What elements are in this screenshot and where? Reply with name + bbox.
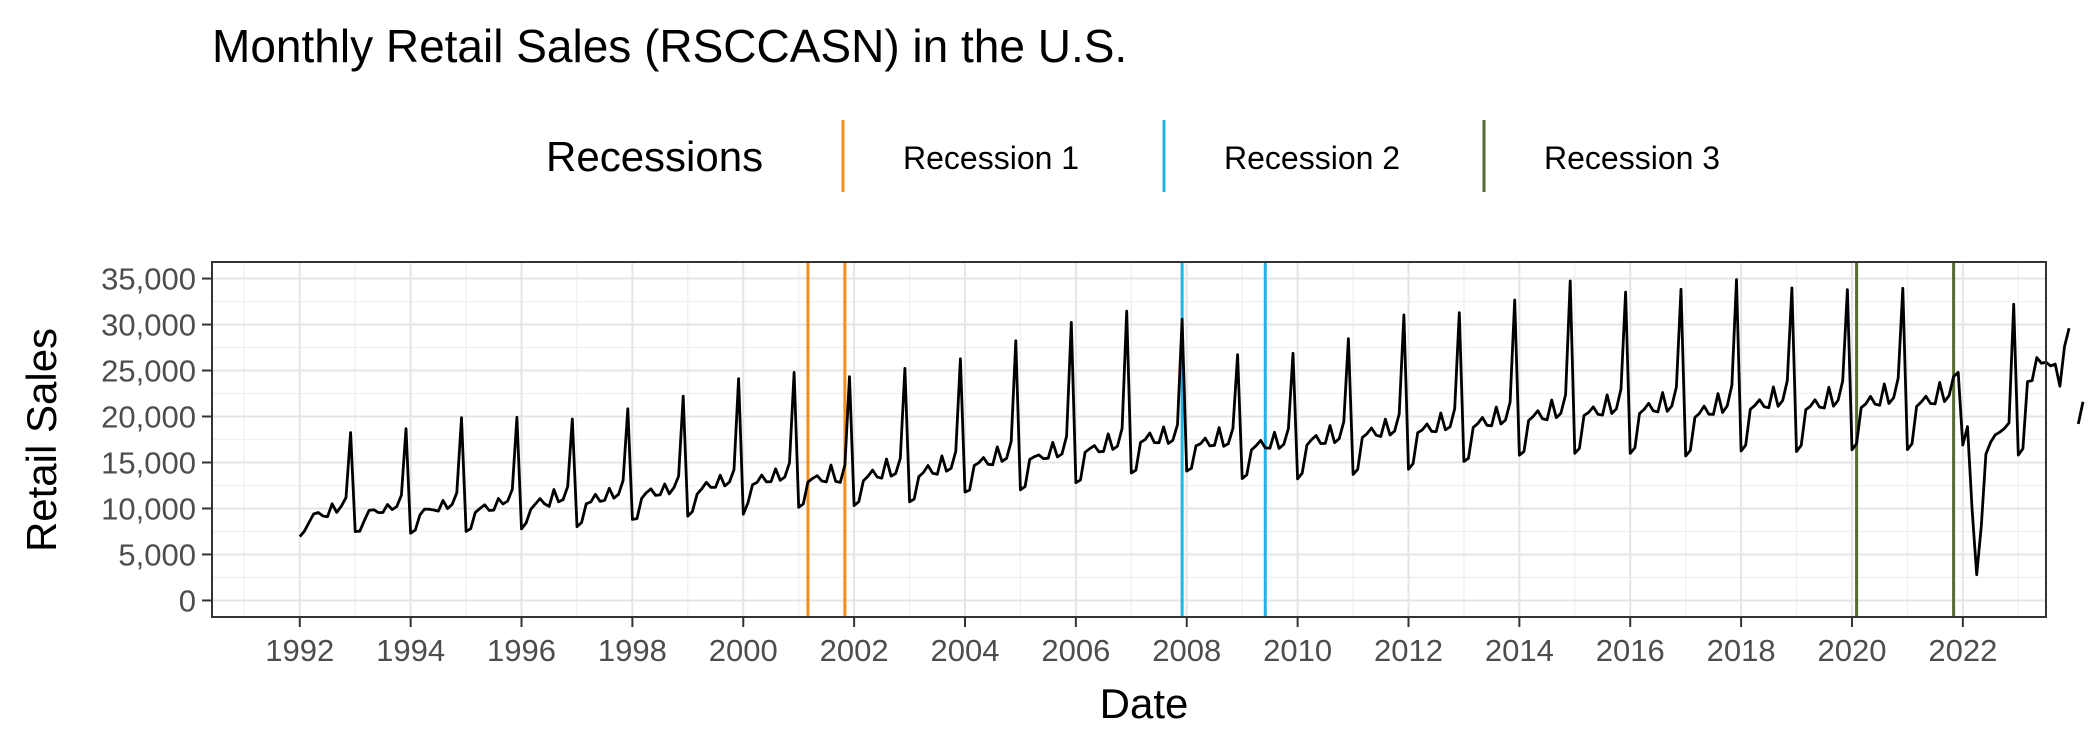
x-tick-label: 2022 (1928, 633, 1997, 668)
series-lines (298, 278, 2085, 577)
y-tick-label: 15,000 (101, 445, 196, 480)
y-tick-label: 20,000 (101, 400, 196, 435)
x-tick-label: 2004 (931, 633, 1000, 668)
legend-label: Recession 2 (1224, 140, 1400, 176)
x-tick-label: 2000 (709, 633, 778, 668)
y-tick-label: 35,000 (101, 262, 196, 297)
chart-title: Monthly Retail Sales (RSCCASN) in the U.… (212, 20, 1127, 72)
panel-border (211, 261, 2047, 618)
x-tick-label: 2016 (1596, 633, 1665, 668)
y-axis-label: Retail Sales (18, 328, 65, 552)
legend-label: Recession 1 (903, 140, 1079, 176)
x-axis-label: Date (1100, 680, 1189, 727)
series-line (298, 278, 2085, 577)
legend-label: Recession 3 (1544, 140, 1720, 176)
x-tick-label: 2008 (1152, 633, 1221, 668)
y-tick-label: 5,000 (118, 537, 196, 572)
y-tick-label: 25,000 (101, 354, 196, 389)
x-axis: 1992 1994 1996 1998 2000 2002 2004 2006 2008 2010… (265, 617, 1997, 668)
y-tick-label: 10,000 (101, 491, 196, 526)
x-tick-label: 2012 (1374, 633, 1443, 668)
x-tick-label: 1996 (487, 633, 556, 668)
y-axis: 0 5,000 10,000 15,000 20,000 25,000 30,000 35,0… (101, 262, 212, 618)
y-tick-label: 30,000 (101, 308, 196, 343)
y-tick-label: 0 (179, 583, 196, 618)
x-tick-label: 2018 (1707, 633, 1776, 668)
legend-title: Recessions (546, 133, 763, 180)
x-tick-label: 2010 (1263, 633, 1332, 668)
x-tick-label: 1994 (376, 633, 445, 668)
x-tick-label: 1998 (598, 633, 667, 668)
x-tick-label: 1992 (265, 633, 334, 668)
x-tick-label: 2014 (1485, 633, 1554, 668)
legend: Recessions Recession 1 Recession 2 Recessi… (546, 120, 1720, 192)
x-tick-label: 2002 (820, 633, 889, 668)
x-tick-label: 2020 (1817, 633, 1886, 668)
x-tick-label: 2006 (1041, 633, 1110, 668)
